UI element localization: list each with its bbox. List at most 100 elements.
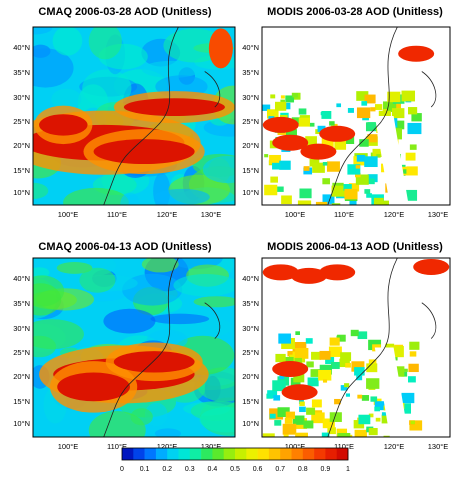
field: [269, 408, 284, 420]
lon-label: 130°E: [201, 210, 222, 219]
field: [270, 176, 278, 183]
lat-label: 15°N: [242, 166, 259, 175]
field: [374, 401, 386, 411]
field: [366, 363, 378, 373]
map-image: [262, 258, 450, 437]
field: [272, 162, 281, 170]
field: [298, 108, 307, 115]
lon-label: 120°E: [384, 442, 405, 451]
colorbar-cell: [212, 448, 224, 460]
field: [374, 104, 383, 110]
lat-label: 35°N: [13, 68, 30, 77]
lon-label: 110°E: [334, 210, 354, 219]
field: [311, 412, 325, 424]
field: [33, 283, 62, 316]
field: [311, 399, 322, 408]
field: [403, 368, 408, 372]
field: [285, 95, 295, 103]
lat-label: 10°N: [13, 419, 30, 428]
colorbar-cell: [268, 448, 281, 460]
field: [294, 357, 302, 364]
field: [141, 258, 179, 273]
field: [199, 406, 235, 433]
field: [193, 296, 235, 308]
field: [322, 194, 335, 204]
lat-label: 30°N: [13, 93, 30, 102]
colorbar-cell: [246, 448, 258, 460]
field: [344, 188, 358, 200]
field: [345, 362, 351, 368]
field: [262, 116, 299, 133]
colorbar-label: 0.6: [253, 466, 263, 473]
field: [33, 182, 49, 200]
field: [329, 121, 335, 126]
field: [336, 335, 341, 340]
field: [311, 351, 321, 360]
colorbar-label: 0.4: [208, 466, 218, 473]
lon-label: 100°E: [285, 442, 306, 451]
field: [279, 375, 285, 380]
field: [408, 363, 419, 373]
field: [339, 358, 350, 368]
field: [269, 413, 276, 419]
lat-label: 10°N: [242, 188, 259, 197]
field: [299, 188, 312, 199]
field: [57, 372, 130, 402]
field: [33, 27, 53, 35]
field: [366, 193, 372, 198]
field: [154, 188, 210, 205]
lon-label: 100°E: [58, 210, 79, 219]
field: [33, 267, 50, 279]
field: [409, 341, 420, 350]
lat-label: 15°N: [13, 397, 30, 406]
field: [280, 99, 285, 104]
colorbar-cell: [336, 448, 349, 460]
field: [295, 331, 300, 335]
lat-label: 35°N: [242, 68, 259, 77]
field: [291, 267, 327, 284]
field: [285, 411, 296, 420]
field: [364, 94, 376, 104]
lat-label: 15°N: [13, 166, 30, 175]
field: [340, 352, 352, 361]
field: [401, 90, 416, 102]
field: [364, 156, 378, 168]
field: [120, 192, 140, 205]
field: [337, 432, 351, 437]
field: [303, 166, 310, 171]
lon-label: 120°E: [384, 210, 405, 219]
colorbar-cell: [325, 448, 337, 460]
field: [295, 432, 308, 437]
coastline: [421, 71, 437, 108]
field: [320, 111, 325, 116]
lon-label: 100°E: [285, 210, 306, 219]
field: [293, 373, 305, 383]
field: [275, 353, 286, 363]
lat-label: 25°N: [242, 117, 259, 126]
field: [327, 427, 336, 435]
coastline: [421, 302, 437, 339]
field: [312, 162, 325, 173]
field: [123, 98, 225, 116]
field: [398, 45, 435, 62]
field: [356, 154, 366, 162]
field: [300, 143, 337, 160]
panel-title: MODIS 2006-04-13 AOD (Unitless): [267, 241, 443, 253]
field: [331, 185, 346, 197]
field: [264, 184, 278, 196]
field: [270, 94, 276, 99]
field: [393, 120, 405, 130]
lon-label: 120°E: [157, 442, 178, 451]
field: [322, 161, 328, 166]
field: [367, 134, 378, 143]
field: [367, 174, 378, 183]
field: [370, 396, 378, 402]
field: [322, 178, 330, 185]
lat-label: 20°N: [13, 141, 30, 150]
field: [411, 113, 422, 122]
field: [317, 125, 326, 133]
colorbar-label: 0.7: [275, 466, 285, 473]
field: [303, 420, 314, 429]
colorbar-cell: [291, 448, 304, 460]
lat-label: 30°N: [242, 324, 259, 333]
